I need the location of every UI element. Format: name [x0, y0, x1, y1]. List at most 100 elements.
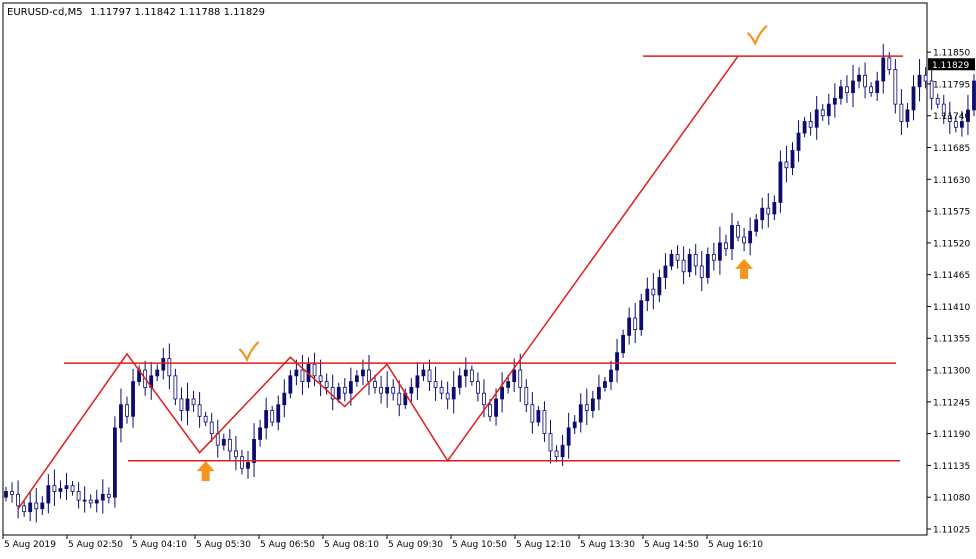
candle-body: [912, 87, 915, 110]
candle-body: [113, 428, 116, 497]
candle-body: [5, 491, 8, 497]
candle-body: [77, 491, 80, 500]
candle-body: [785, 162, 788, 168]
candle-body: [549, 434, 552, 451]
candle-body: [101, 494, 104, 500]
candle-body: [440, 387, 443, 393]
candle-body: [900, 104, 903, 121]
candle-body: [779, 162, 782, 202]
candle-body: [313, 364, 316, 376]
candle-body: [71, 486, 74, 492]
candle-body: [392, 387, 395, 393]
candle-body: [386, 387, 389, 393]
candle-body: [247, 463, 250, 469]
candle-body: [676, 254, 679, 260]
candle-body: [845, 87, 848, 93]
y-tick-label: 1.11135: [933, 462, 970, 472]
y-axis: 1.110251.110801.111351.111901.112451.113…: [927, 49, 975, 536]
candle-body: [543, 411, 546, 434]
candle-body: [301, 370, 304, 382]
candle-body: [743, 237, 746, 243]
candle-body: [41, 503, 44, 509]
candle-body: [343, 387, 346, 393]
candle-body: [482, 393, 485, 405]
candle-body: [289, 376, 292, 393]
candle-body: [658, 278, 661, 295]
candle-body: [694, 254, 697, 266]
candle-body: [791, 150, 794, 167]
y-tick-label: 1.11795: [933, 80, 970, 90]
candle-body: [749, 231, 752, 243]
candle-body: [29, 503, 32, 512]
candle-body: [670, 254, 673, 266]
candle-body: [591, 399, 594, 411]
candle-body: [228, 439, 231, 451]
candle-body: [664, 266, 667, 278]
candle-body: [180, 399, 183, 411]
candle-body: [349, 382, 352, 394]
candle-body: [761, 208, 764, 220]
candle-body: [325, 382, 328, 388]
candle-body: [162, 358, 165, 370]
candle-body: [277, 405, 280, 422]
candle-body: [652, 289, 655, 295]
candle-body: [89, 500, 92, 503]
candle-body: [597, 387, 600, 399]
y-tick-label: 1.11740: [933, 112, 970, 122]
candle-body: [960, 121, 963, 127]
candle-body: [918, 75, 921, 87]
candle-body: [737, 226, 740, 238]
candle-body: [174, 376, 177, 399]
candle-body: [507, 382, 510, 388]
candle-body: [646, 289, 649, 301]
y-tick-label: 1.11685: [933, 144, 970, 154]
candle-body: [95, 500, 98, 503]
x-tick-label: 5 Aug 2019: [4, 540, 56, 550]
candle-body: [253, 439, 256, 462]
y-tick-label: 1.11080: [933, 494, 970, 504]
candle-body: [452, 387, 455, 399]
candle-body: [398, 393, 401, 405]
y-tick-label: 1.11630: [933, 176, 970, 186]
check-mark-icon: [240, 343, 258, 360]
annotation-lines-layer: [18, 56, 903, 509]
candle-body: [833, 98, 836, 104]
candle-body: [168, 358, 171, 375]
candle-body: [259, 428, 262, 440]
x-tick-label: 5 Aug 12:10: [516, 540, 571, 550]
candle-body: [700, 266, 703, 278]
x-tick-label: 5 Aug 06:50: [260, 540, 315, 550]
x-tick-label: 5 Aug 04:10: [132, 540, 187, 550]
candles-layer: [5, 44, 976, 522]
candle-body: [489, 405, 492, 417]
current-price-label: 1.11829: [932, 61, 969, 71]
candle-body: [864, 75, 867, 87]
y-tick-label: 1.11410: [933, 303, 970, 313]
candle-body: [688, 254, 691, 271]
candle-body: [603, 382, 606, 388]
candle-body: [610, 370, 613, 382]
candle-body: [156, 370, 159, 376]
candle-body: [706, 254, 709, 277]
candle-body: [186, 399, 189, 411]
x-tick-label: 5 Aug 05:30: [196, 540, 251, 550]
candle-body: [470, 370, 473, 382]
y-tick-label: 1.11025: [933, 526, 970, 536]
candle-body: [234, 451, 237, 457]
candle-body: [59, 489, 62, 492]
candle-body: [295, 370, 298, 376]
candle-body: [495, 399, 498, 416]
candle-body: [773, 202, 776, 214]
candle-body: [809, 121, 812, 127]
x-tick-label: 5 Aug 10:50: [452, 540, 507, 550]
ohlc-label: 1.11797 1.11842 1.11788 1.11829: [90, 7, 265, 18]
y-tick-label: 1.11245: [933, 398, 970, 408]
candle-body: [107, 494, 110, 497]
candle-body: [954, 121, 957, 127]
candle-body: [204, 416, 207, 422]
y-tick-label: 1.11575: [933, 208, 970, 218]
candle-body: [83, 500, 86, 501]
